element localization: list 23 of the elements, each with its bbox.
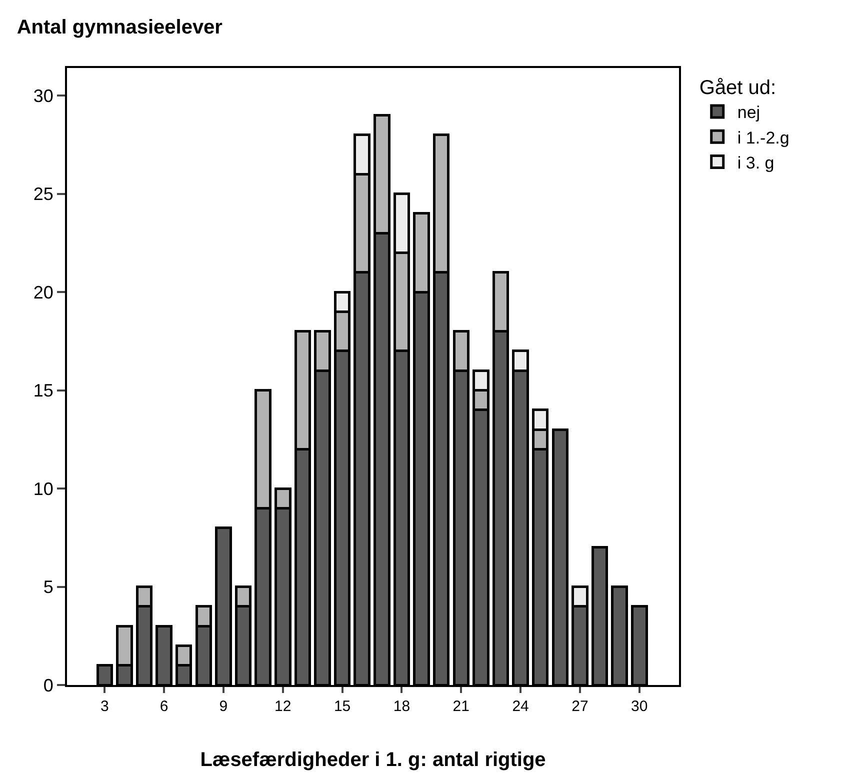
y-tick-label: 30 <box>33 86 54 106</box>
y-tick-label: 10 <box>33 478 54 499</box>
x-tick-label: 9 <box>219 698 228 715</box>
y-tick-label: 15 <box>33 380 54 401</box>
legend-label: i 1.-2.g <box>737 128 790 148</box>
x-tick-label: 3 <box>100 698 109 715</box>
x-tick-label: 27 <box>572 698 588 715</box>
legend-label: nej <box>737 103 760 122</box>
y-tick-label: 25 <box>33 184 54 204</box>
legend-label: i 3. g <box>737 153 774 172</box>
chart-title: Antal gymnasieelever <box>16 16 223 38</box>
x-tick-label: 12 <box>274 698 292 715</box>
y-tick-label: 5 <box>43 577 54 598</box>
y-tick-label: 20 <box>33 282 54 302</box>
x-tick-label: 15 <box>334 698 351 715</box>
x-tick-label: 24 <box>512 698 529 715</box>
legend-title: Gået ud: <box>699 77 776 99</box>
x-tick-label: 21 <box>452 698 470 715</box>
y-tick-label: 0 <box>43 675 54 696</box>
x-tick-label: 6 <box>160 698 168 715</box>
x-axis-title: Læsefærdigheder i 1. g: antal rigtige <box>200 749 546 771</box>
x-tick-label: 18 <box>393 698 410 715</box>
x-tick-label: 30 <box>631 698 648 715</box>
